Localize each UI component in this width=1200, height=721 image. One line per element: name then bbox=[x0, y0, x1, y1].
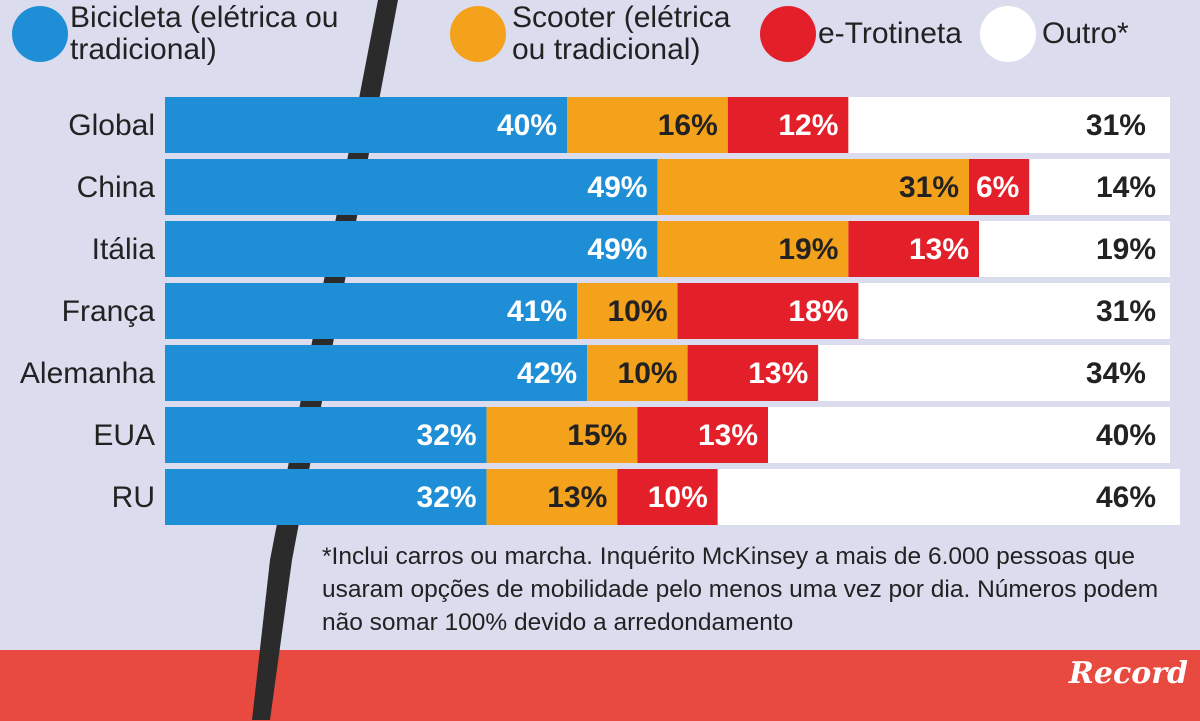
data-label: 13% bbox=[698, 419, 758, 452]
data-label: 16% bbox=[658, 109, 718, 142]
data-label: 46% bbox=[1096, 481, 1156, 514]
bar-segment bbox=[979, 221, 1170, 277]
data-label: 31% bbox=[899, 171, 959, 204]
data-label: 32% bbox=[417, 481, 477, 514]
data-label: 49% bbox=[587, 233, 647, 266]
legend-swatch bbox=[12, 6, 68, 62]
data-label: 15% bbox=[567, 419, 627, 452]
bar-segment bbox=[818, 345, 1160, 401]
legend-label: Bicicleta (elétrica ou tradicional) bbox=[70, 1, 339, 66]
data-label: 41% bbox=[507, 295, 567, 328]
bar-segment bbox=[1029, 159, 1170, 215]
bar-segment bbox=[727, 97, 849, 153]
data-label: 34% bbox=[1086, 357, 1146, 390]
bar-segment bbox=[486, 469, 618, 525]
logo: Record bbox=[1068, 656, 1188, 691]
data-label: 10% bbox=[648, 481, 708, 514]
bar-segment bbox=[969, 159, 1030, 215]
legend-label: e-Trotineta bbox=[818, 17, 962, 50]
legend-label: Outro* bbox=[1042, 17, 1129, 50]
legend-swatch bbox=[760, 6, 816, 62]
data-label: 19% bbox=[778, 233, 838, 266]
bar-segment bbox=[677, 283, 859, 339]
data-label: 40% bbox=[1096, 419, 1156, 452]
bar-segment bbox=[165, 469, 487, 525]
data-label: 49% bbox=[587, 171, 647, 204]
bar-segment bbox=[657, 159, 969, 215]
data-label: 32% bbox=[417, 419, 477, 452]
footer-band bbox=[0, 650, 1200, 721]
bar-segment bbox=[165, 97, 567, 153]
data-label: 13% bbox=[909, 233, 969, 266]
y-tick-label: China bbox=[77, 171, 156, 204]
bar-segment bbox=[637, 407, 768, 463]
y-tick-label: RU bbox=[112, 481, 155, 514]
bar-segment bbox=[165, 221, 658, 277]
bar-segment bbox=[577, 283, 678, 339]
bar-segment bbox=[657, 221, 849, 277]
legend-label: Scooter (elétrica ou tradicional) bbox=[512, 1, 731, 66]
data-label: 13% bbox=[547, 481, 607, 514]
bar-segment bbox=[858, 283, 1170, 339]
bar-segment bbox=[717, 469, 1181, 525]
footnote: *Inclui carros ou marcha. Inquérito McKi… bbox=[322, 543, 1159, 636]
y-tick-label: Itália bbox=[92, 233, 156, 266]
data-label: 31% bbox=[1096, 295, 1156, 328]
legend-swatch bbox=[980, 6, 1036, 62]
y-tick-label: França bbox=[62, 295, 156, 328]
bar-segment bbox=[768, 407, 1170, 463]
data-label: 12% bbox=[778, 109, 838, 142]
y-tick-label: Global bbox=[68, 109, 155, 142]
y-tick-label: Alemanha bbox=[20, 357, 155, 390]
y-tick-label: EUA bbox=[93, 419, 155, 452]
data-label: 10% bbox=[608, 295, 668, 328]
bar-segment bbox=[848, 97, 1160, 153]
bar-segment bbox=[848, 221, 980, 277]
bar-segment bbox=[687, 345, 819, 401]
data-label: 31% bbox=[1086, 109, 1146, 142]
bar-segment bbox=[587, 345, 688, 401]
bar-segment bbox=[486, 407, 638, 463]
bar-segment bbox=[567, 97, 728, 153]
data-label: 40% bbox=[497, 109, 557, 142]
bar-segment bbox=[617, 469, 718, 525]
data-label: 42% bbox=[517, 357, 577, 390]
data-label: 18% bbox=[788, 295, 848, 328]
bar-segment bbox=[165, 159, 658, 215]
data-label: 13% bbox=[748, 357, 808, 390]
bar-segment bbox=[165, 345, 588, 401]
data-label: 14% bbox=[1096, 171, 1156, 204]
bar-segment bbox=[165, 283, 578, 339]
data-label: 10% bbox=[618, 357, 678, 390]
bar-segment bbox=[165, 407, 487, 463]
legend-swatch bbox=[450, 6, 506, 62]
data-label: 19% bbox=[1096, 233, 1156, 266]
data-label: 6% bbox=[976, 171, 1019, 204]
